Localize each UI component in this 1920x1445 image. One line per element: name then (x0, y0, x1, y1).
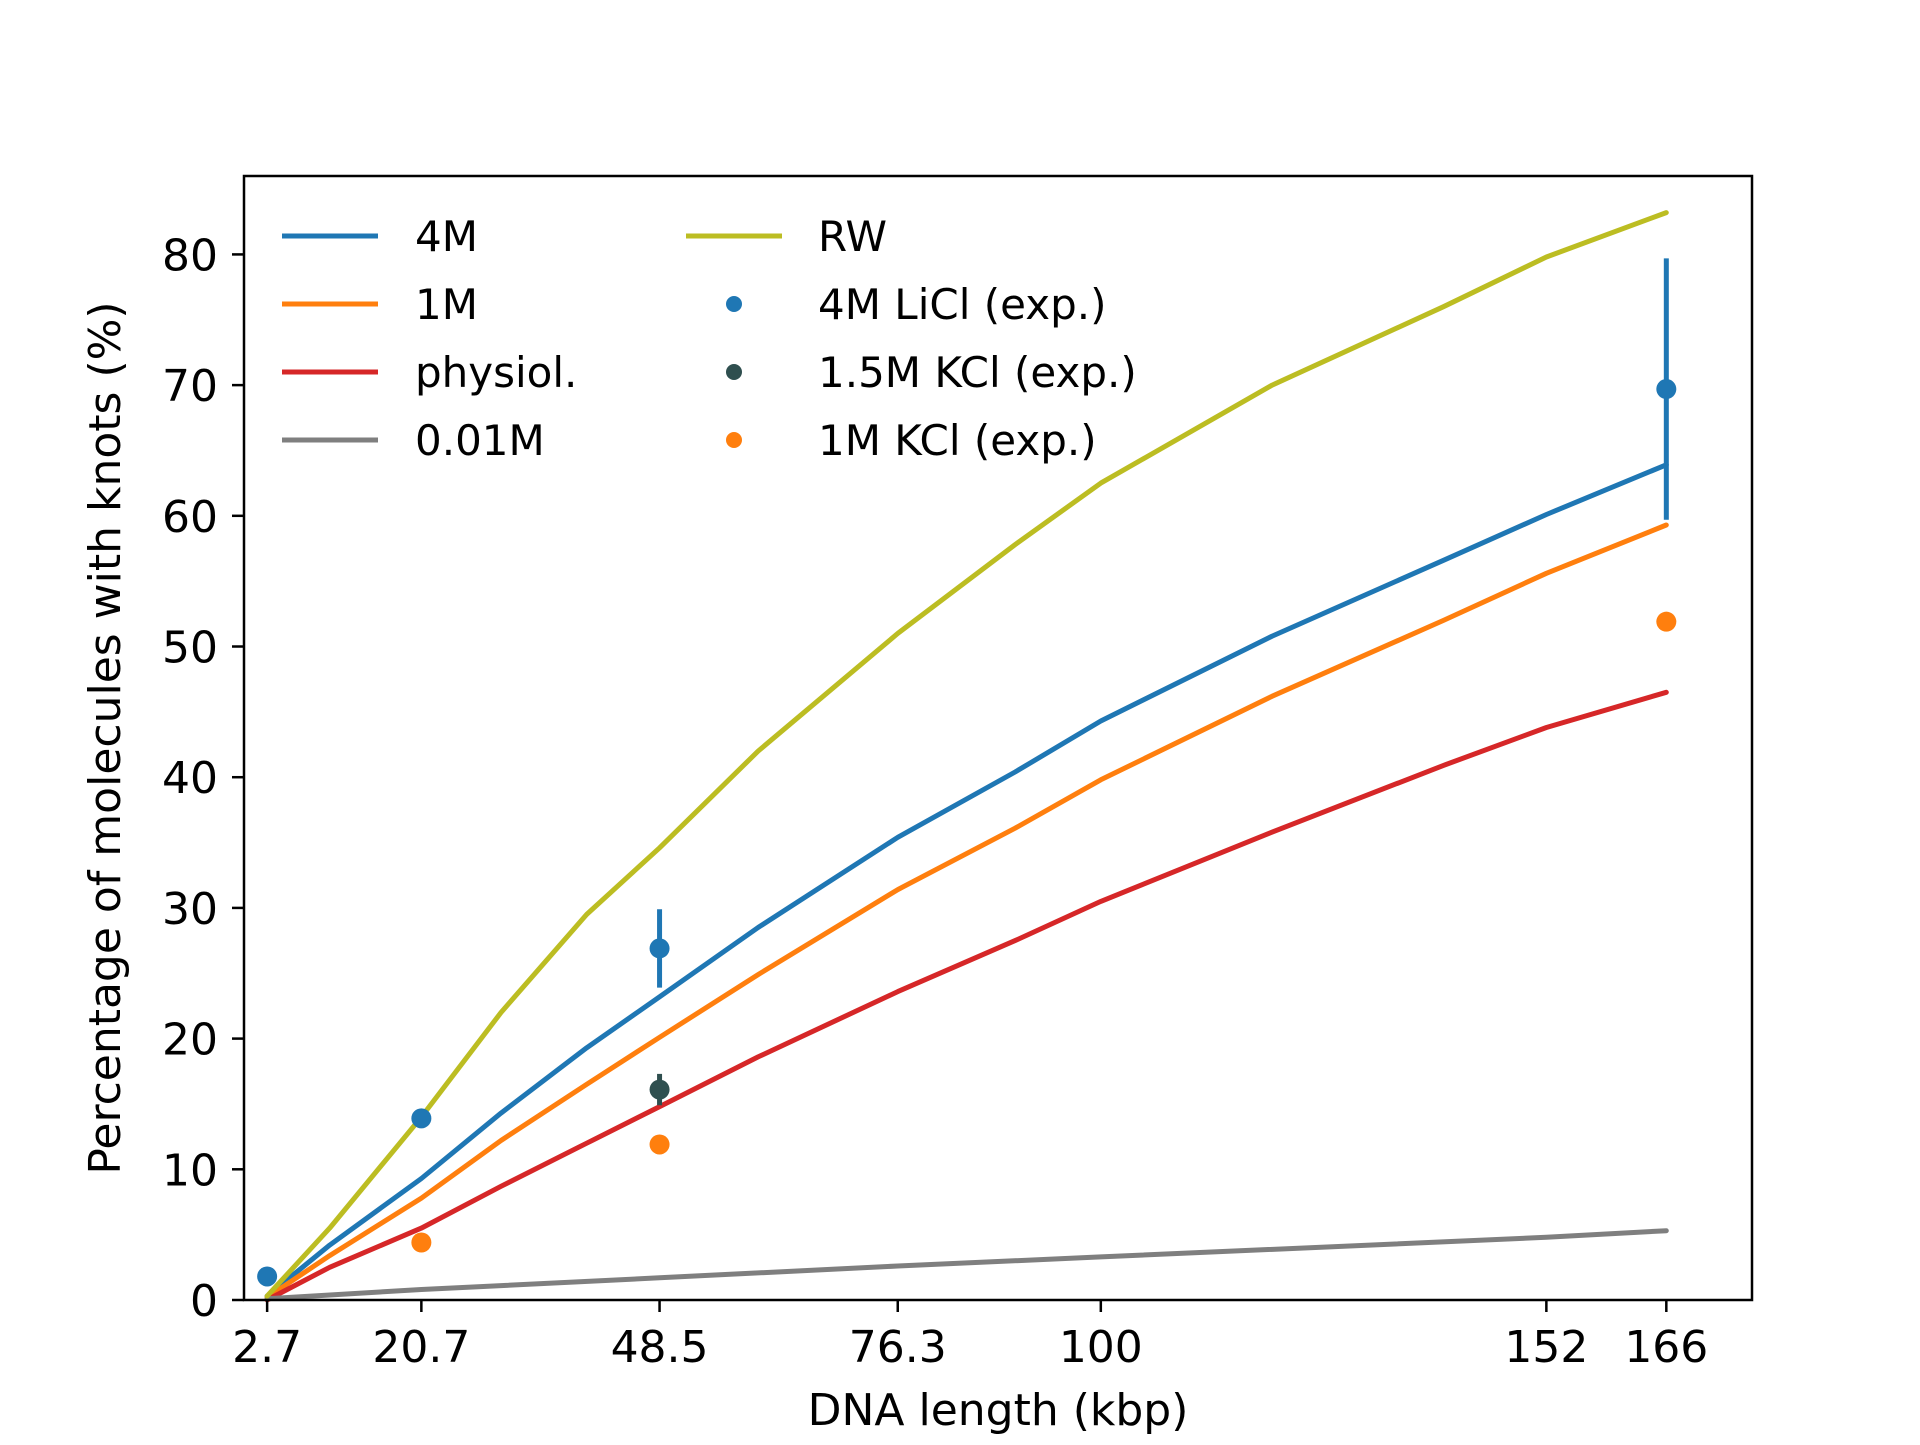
data-point-1m-kcl-exp (1656, 611, 1677, 632)
legend-entry-4m: 4M (282, 212, 478, 261)
data-point-4m-licl-exp (1656, 379, 1677, 400)
series-line-1m (264, 522, 1669, 1300)
y-tick-label: 0 (190, 1276, 218, 1327)
series-line-physiol (264, 689, 1669, 1303)
y-tick-label: 10 (162, 1145, 218, 1196)
y-tick-label: 80 (162, 230, 218, 281)
legend-label: 0.01M (415, 416, 545, 465)
legend-entry-0-01m: 0.01M (282, 416, 545, 465)
axes-frame (242, 174, 1754, 1302)
data-point-1m-kcl-exp (411, 1232, 432, 1253)
y-tick-label: 20 (162, 1015, 218, 1066)
y-tick-label: 30 (162, 884, 218, 935)
y-tick-label: 60 (162, 492, 218, 543)
x-tick-label: 20.7 (372, 1322, 470, 1373)
points-layer (257, 258, 1677, 1287)
x-tick-label: 152 (1504, 1322, 1588, 1373)
y-tick-label: 50 (162, 623, 218, 674)
legend: 4M 1M physiol. 0.01M RW 4M LiCl (exp.) 1.5M KC… (282, 212, 1137, 465)
legend-label: 4M (415, 212, 478, 261)
legend-label: 4M LiCl (exp.) (818, 280, 1106, 329)
series-line-rw (264, 210, 1669, 1299)
x-tick-label: 100 (1059, 1322, 1143, 1373)
data-point-4m-licl-exp (411, 1108, 432, 1129)
legend-entry-1m-kcl-exp: 1M KCl (exp.) (726, 416, 1097, 465)
legend-entry-rw: RW (686, 212, 887, 261)
series-layer (264, 210, 1669, 1303)
data-point-1m-kcl-exp (649, 1134, 670, 1155)
legend-label: 1M (415, 280, 478, 329)
legend-label: physiol. (415, 348, 577, 397)
legend-label: RW (818, 212, 887, 261)
x-tick-label: 2.7 (232, 1322, 302, 1373)
legend-swatch-marker (726, 432, 742, 448)
x-axis-label: DNA length (kbp) (808, 1385, 1189, 1436)
x-tick-label: 48.5 (611, 1322, 709, 1373)
legend-entry-4m-licl-exp: 4M LiCl (exp.) (726, 280, 1106, 329)
legend-label: 1M KCl (exp.) (818, 416, 1097, 465)
x-tick-label: 76.3 (849, 1322, 947, 1373)
series-line-0-01m (264, 1228, 1669, 1302)
legend-entry-1-5m-kcl-exp: 1.5M KCl (exp.) (726, 348, 1137, 397)
series-line-4m (264, 462, 1669, 1299)
y-tick-label: 70 (162, 361, 218, 412)
data-point-1-5m-kcl-exp (649, 1079, 670, 1100)
axes-layer: 2.7 20.7 48.5 76.3 100 152 166 0 10 20 30 40 50 60 70 8… (162, 174, 1754, 1373)
legend-entry-physiol: physiol. (282, 348, 577, 397)
y-axis-label: Percentage of molecules with knots (%) (80, 301, 131, 1174)
legend-swatch-marker (726, 364, 742, 380)
data-point-4m-licl-exp (649, 938, 670, 959)
data-point-4m-licl-exp (257, 1266, 278, 1287)
legend-entry-1m: 1M (282, 280, 478, 329)
legend-swatch-marker (726, 296, 742, 312)
legend-label: 1.5M KCl (exp.) (818, 348, 1137, 397)
y-tick-label: 40 (162, 753, 218, 804)
x-tick-label: 166 (1624, 1322, 1708, 1373)
